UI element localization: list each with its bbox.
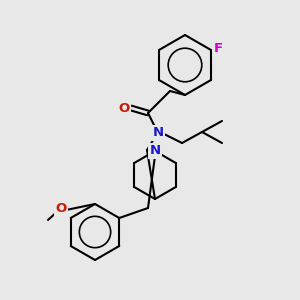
Text: F: F — [213, 43, 223, 56]
Text: N: N — [149, 145, 161, 158]
Text: O: O — [56, 202, 67, 215]
Text: O: O — [118, 103, 130, 116]
Text: N: N — [152, 127, 164, 140]
